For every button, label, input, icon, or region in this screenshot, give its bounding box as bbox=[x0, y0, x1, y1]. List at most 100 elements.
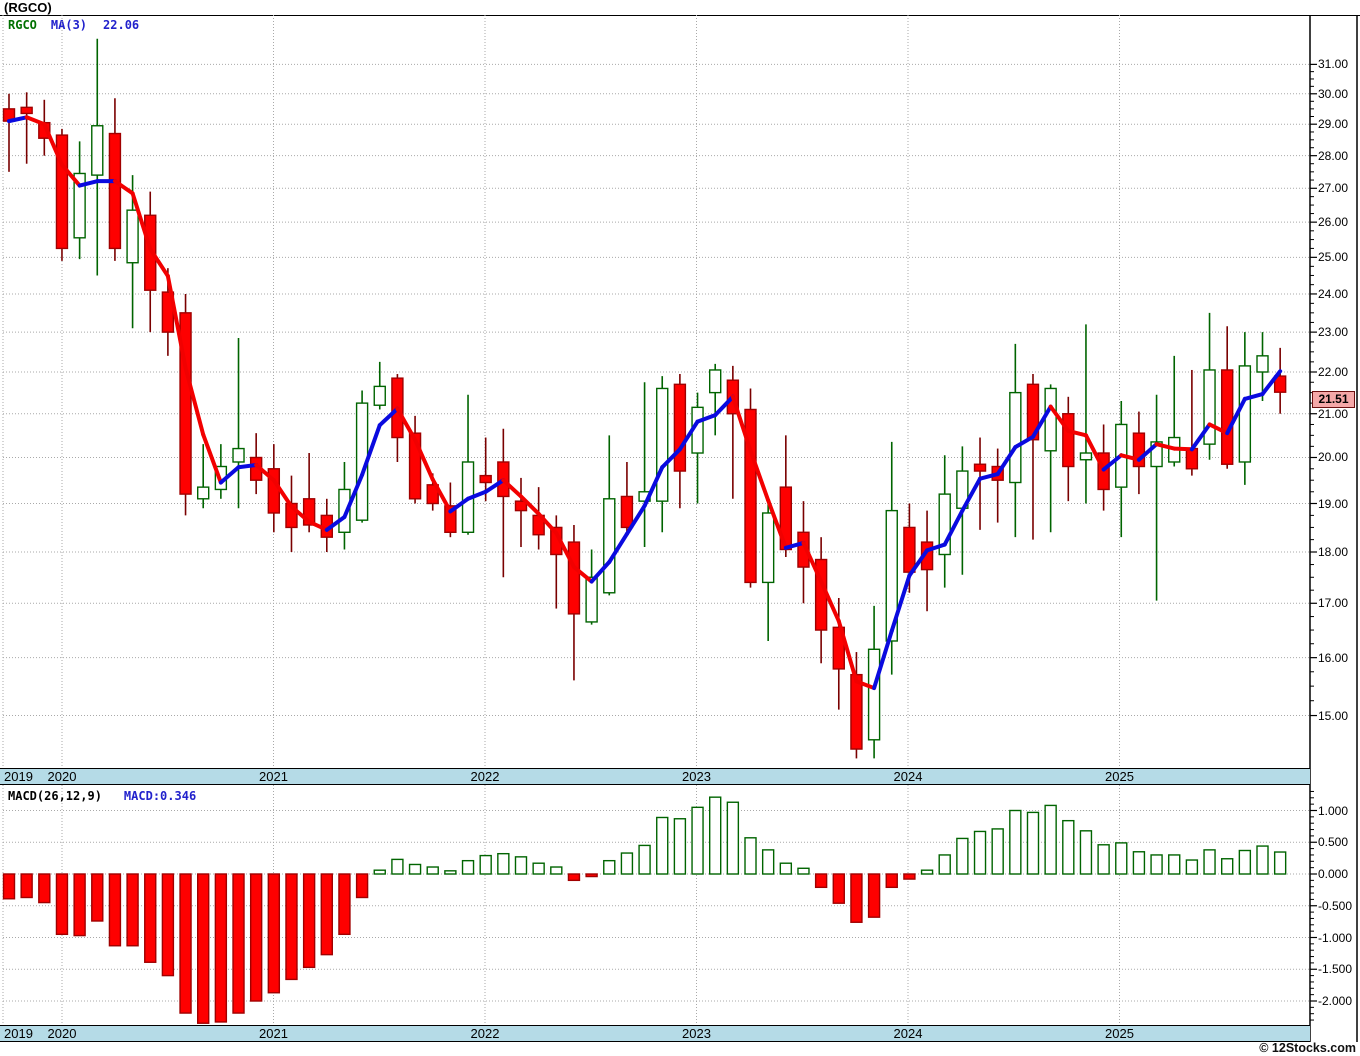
candle-body bbox=[1009, 391, 1022, 484]
price-axis-label: 21.00 bbox=[1318, 406, 1349, 421]
candle-body bbox=[338, 488, 351, 533]
ma3-line-segment bbox=[695, 413, 718, 424]
year-label-2021: 2021 bbox=[259, 769, 288, 784]
ma3-line-segment bbox=[589, 560, 612, 584]
macd-settings-label: MACD(26,12,9) bbox=[8, 789, 102, 803]
ma3-line-segment bbox=[24, 115, 47, 127]
ma3-line-segment bbox=[836, 619, 859, 684]
macd-bar bbox=[1009, 809, 1022, 875]
ma3-line-segment bbox=[607, 531, 629, 565]
candle-body bbox=[514, 500, 528, 512]
price-axis-label: 18.00 bbox=[1318, 545, 1349, 559]
candle-body bbox=[885, 509, 898, 642]
macd-bar bbox=[867, 873, 881, 918]
macd-bar bbox=[479, 854, 492, 875]
candle-body bbox=[179, 312, 192, 495]
macd-bar bbox=[673, 818, 687, 875]
candle-body bbox=[126, 209, 139, 264]
ma3-line-segment bbox=[342, 472, 365, 519]
macd-bar bbox=[1097, 844, 1110, 875]
macd-bar bbox=[338, 873, 351, 936]
macd-bar bbox=[20, 873, 33, 899]
macd-bar bbox=[426, 866, 439, 875]
candle-body bbox=[55, 134, 69, 250]
macd-bar bbox=[179, 873, 192, 1014]
ma3-line-segment bbox=[978, 472, 1000, 481]
candle-body bbox=[444, 505, 457, 533]
ma3-line-segment bbox=[1101, 453, 1124, 472]
ma3-line-segment bbox=[236, 462, 259, 470]
year-label-2019: 2019 bbox=[4, 769, 33, 784]
macd-bar bbox=[1238, 849, 1252, 875]
ma3-line-segment bbox=[377, 406, 400, 428]
candle-body bbox=[850, 673, 863, 750]
candle-body bbox=[91, 125, 104, 176]
macd-bar bbox=[144, 873, 157, 963]
ma3-line-segment bbox=[360, 423, 382, 477]
ma3-line-segment bbox=[872, 628, 894, 691]
macd-bar bbox=[709, 796, 722, 875]
macd-bar bbox=[408, 863, 422, 875]
price-axis-label: 19.00 bbox=[1318, 496, 1349, 511]
candle-body bbox=[408, 432, 422, 500]
price-axis-label: 17.00 bbox=[1318, 596, 1349, 611]
macd-bar bbox=[567, 873, 581, 882]
macd-bar bbox=[391, 858, 404, 875]
ma3-line-segment bbox=[748, 448, 771, 503]
ma3-line-segment bbox=[730, 394, 753, 453]
ma3-line-segment bbox=[413, 437, 435, 482]
ma3-line-segment bbox=[130, 191, 153, 252]
macd-bar bbox=[444, 870, 457, 875]
macd-bar bbox=[744, 837, 757, 875]
candle-body bbox=[620, 495, 634, 529]
macd-bar bbox=[108, 873, 122, 947]
candle-body bbox=[108, 132, 122, 250]
ma3-line-segment bbox=[1260, 369, 1283, 397]
macd-bar bbox=[197, 873, 210, 1024]
macd-bar bbox=[973, 830, 987, 875]
macd-axis-label: -2.000 bbox=[1318, 994, 1353, 1008]
price-axis-label: 16.00 bbox=[1318, 650, 1349, 665]
candle-body bbox=[673, 383, 687, 472]
macd-bar bbox=[1185, 859, 1199, 875]
candle-body bbox=[1273, 375, 1287, 393]
ma3-line-segment bbox=[660, 447, 682, 470]
ma3-line-segment bbox=[77, 179, 100, 188]
ma3-line-segment bbox=[995, 445, 1018, 477]
ma3-line-segment bbox=[942, 508, 965, 547]
candle-body bbox=[761, 512, 775, 584]
ma3-line-segment bbox=[1242, 392, 1265, 401]
macd-bar bbox=[956, 837, 969, 875]
macd-bar bbox=[814, 873, 828, 889]
macd-bar bbox=[461, 859, 475, 875]
price-axis-label: 26.00 bbox=[1318, 215, 1349, 230]
macd-bar bbox=[302, 873, 316, 969]
year-label-2020: 2020 bbox=[47, 769, 77, 784]
macd-bar bbox=[779, 862, 793, 875]
ma3-line-segment bbox=[925, 542, 947, 553]
ma3-line-segment bbox=[1048, 404, 1071, 433]
macd-bar bbox=[126, 873, 139, 947]
candle-body bbox=[585, 576, 598, 623]
candle-body bbox=[20, 106, 33, 115]
ma3-line-segment bbox=[801, 540, 824, 584]
candle-body bbox=[373, 385, 386, 406]
candle-body bbox=[1044, 387, 1057, 452]
macd-bar bbox=[1079, 830, 1093, 875]
candle-body bbox=[1132, 432, 1146, 468]
ma3-line-segment bbox=[307, 519, 329, 532]
macd-legend: MACD(26,12,9) MACD:0.346 bbox=[8, 789, 196, 803]
macd-bar bbox=[320, 873, 333, 956]
price-axis-label: 29.00 bbox=[1318, 117, 1349, 132]
watermark-credit: © 12Stocks.com bbox=[1259, 1041, 1356, 1055]
macd-bar bbox=[1115, 842, 1128, 875]
macd-bar bbox=[1062, 819, 1075, 875]
macd-bar bbox=[355, 873, 369, 899]
date-axis-top: 2019 2020 2021 2022 2023 2024 2025 bbox=[0, 768, 1310, 785]
macd-current-value: MACD:0.346 bbox=[123, 789, 197, 803]
macd-bar bbox=[55, 873, 69, 936]
macd-bar bbox=[991, 828, 1004, 875]
ma3-line-segment bbox=[889, 573, 912, 633]
candle-body bbox=[302, 498, 316, 526]
